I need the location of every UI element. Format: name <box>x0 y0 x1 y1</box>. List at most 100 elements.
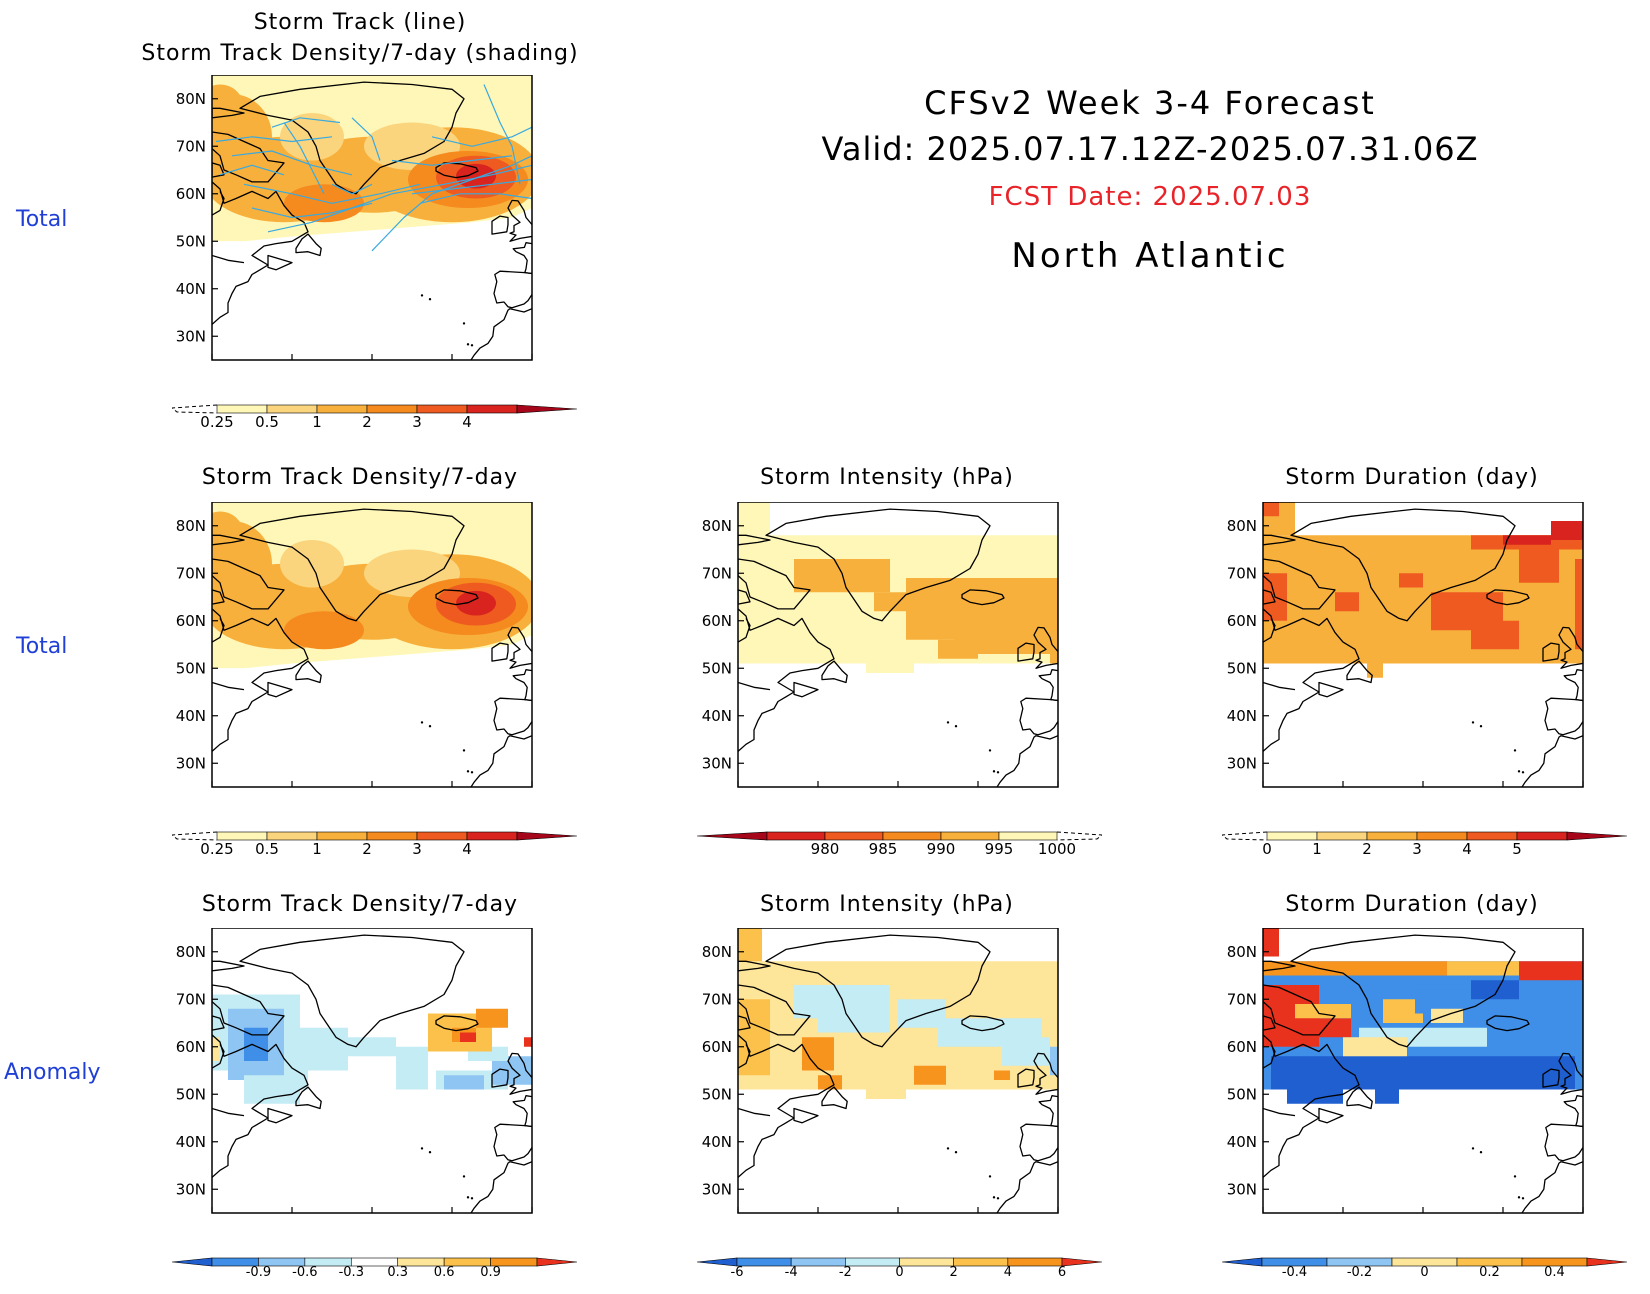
colorbar-label: 0.25 <box>200 413 233 431</box>
coastline <box>1263 508 1583 787</box>
colorbar-label: -4 <box>785 1265 798 1280</box>
colorbar: 980 985 990 995 1000 <box>696 830 1104 864</box>
colorbar-swatch <box>953 1257 1009 1267</box>
coastline <box>738 934 1058 1213</box>
colorbar-label: 990 <box>927 840 956 858</box>
lat-tick-label: 60N <box>176 1038 206 1056</box>
lat-tick-label: 80N <box>1227 517 1257 535</box>
coastline <box>212 508 532 787</box>
colorbar-swatch <box>1566 831 1628 841</box>
colorbar-label: 1 <box>312 840 322 858</box>
colorbar-label: 0.3 <box>387 1265 408 1280</box>
colorbar-swatch <box>845 1257 900 1267</box>
colorbar-swatch <box>266 404 318 414</box>
map-duration-anomaly: 80W60W40W20W080N70N60N50N40N30N <box>1211 927 1591 1240</box>
colorbar-label: -0.9 <box>246 1265 271 1280</box>
panel-title: Storm Duration (day) <box>1285 892 1539 917</box>
colorbar-swatch <box>998 831 1058 841</box>
lat-tick-label: 80N <box>1227 943 1257 961</box>
colorbar-swatch <box>696 831 768 841</box>
map-track-density: 80W60W40W20W080N70N60N50N40N30N <box>160 501 540 814</box>
row-label-total-1: Total <box>16 207 68 232</box>
colorbar-label: -0.6 <box>292 1265 317 1280</box>
colorbar-swatch <box>266 831 318 841</box>
row-label-anomaly: Anomaly <box>4 1060 101 1085</box>
lat-tick-label: 50N <box>1227 659 1257 677</box>
lat-tick-label: 40N <box>702 707 732 725</box>
colorbar-swatch <box>1586 1257 1628 1267</box>
colorbar: 0.25 0.5 1 2 3 4 <box>170 830 578 864</box>
coastline <box>1263 934 1583 1213</box>
colorbar-swatch <box>790 1257 846 1267</box>
panel-title: Storm Duration (day) <box>1285 465 1539 490</box>
panel-subtitle: Storm Track Density/7-day (shading) <box>141 41 579 66</box>
colorbar-swatch <box>316 831 368 841</box>
colorbar-label: 3 <box>1412 840 1422 858</box>
lat-tick-label: 40N <box>1227 707 1257 725</box>
lat-tick-label: 70N <box>1227 990 1257 1008</box>
lat-tick-label: 50N <box>702 1085 732 1103</box>
coastline <box>738 508 1058 787</box>
colorbar-label: 6 <box>1058 1265 1066 1280</box>
colorbar-swatch <box>1366 831 1418 841</box>
colorbar-label: 995 <box>985 840 1014 858</box>
coastline <box>212 934 532 1213</box>
lat-tick-label: 30N <box>1227 1180 1257 1198</box>
panel-title: Storm Track Density/7-day <box>201 465 519 490</box>
colorbar-label: 5 <box>1512 840 1522 858</box>
colorbar-swatch <box>466 404 518 414</box>
panel-title: Storm Track (line) <box>253 10 467 35</box>
map-field <box>212 934 532 1213</box>
colorbar-swatch <box>766 831 826 841</box>
colorbar-swatch <box>1516 831 1568 841</box>
colorbar-label: -0.2 <box>1347 1265 1372 1280</box>
colorbar-label: -0.4 <box>1282 1265 1307 1280</box>
lat-tick-label: 50N <box>176 1085 206 1103</box>
row-label-total-2: Total <box>16 634 68 659</box>
colorbar-swatch <box>1061 1257 1103 1267</box>
lat-tick-label: 40N <box>176 280 206 298</box>
colorbar-swatch <box>1466 831 1518 841</box>
storm-track-lines <box>215 84 532 252</box>
colorbar-swatch <box>466 831 518 841</box>
lat-tick-label: 70N <box>1227 564 1257 582</box>
colorbar-swatch <box>1266 831 1318 841</box>
lat-tick-label: 70N <box>176 564 206 582</box>
colorbar-label: 4 <box>1462 840 1472 858</box>
colorbar: -0.4 -0.2 0 0.2 0.4 <box>1221 1256 1628 1280</box>
lat-tick-label: 70N <box>702 564 732 582</box>
lat-tick-label: 30N <box>176 1180 206 1198</box>
lat-tick-label: 80N <box>176 943 206 961</box>
colorbar-swatch <box>516 831 578 841</box>
colorbar-label: 0.5 <box>255 840 279 858</box>
map-storm-intensity: 80W60W40W20W080N70N60N50N40N30N <box>686 501 1066 814</box>
colorbar-swatch <box>882 831 942 841</box>
forecast-date: FCST Date: 2025.07.03 <box>988 182 1312 212</box>
colorbar: 0 1 2 3 4 5 <box>1220 830 1628 864</box>
lat-tick-label: 50N <box>176 659 206 677</box>
map-field <box>738 928 1058 1213</box>
panel-title: Storm Track Density/7-day <box>201 892 519 917</box>
colorbar-label: 985 <box>869 840 898 858</box>
colorbar-swatch <box>536 1257 578 1267</box>
lat-tick-label: 30N <box>1227 754 1257 772</box>
colorbar-swatch <box>216 404 268 414</box>
colorbar: -0.9 -0.6 -0.3 0.3 0.6 0.9 <box>171 1256 578 1280</box>
colorbar-swatch <box>366 404 418 414</box>
lat-tick-label: 30N <box>176 327 206 345</box>
coastline <box>212 81 532 360</box>
map-storm-duration: 80W60W40W20W080N70N60N50N40N30N <box>1211 501 1591 814</box>
map-field <box>1263 928 1583 1213</box>
lat-tick-label: 40N <box>176 707 206 725</box>
map-field <box>212 75 532 360</box>
lat-tick-label: 80N <box>176 90 206 108</box>
lat-tick-label: 30N <box>702 1180 732 1198</box>
map-field <box>738 502 1058 787</box>
map-density-anomaly: 80W60W40W20W080N70N60N50N40N30N <box>160 927 540 1240</box>
colorbar-label: 3 <box>412 840 422 858</box>
panel-title: Storm Intensity (hPa) <box>760 465 1014 490</box>
colorbar-label: 4 <box>462 413 472 431</box>
colorbar-label: -2 <box>839 1265 852 1280</box>
colorbar-label: 0 <box>1262 840 1272 858</box>
colorbar-swatch <box>516 404 578 414</box>
